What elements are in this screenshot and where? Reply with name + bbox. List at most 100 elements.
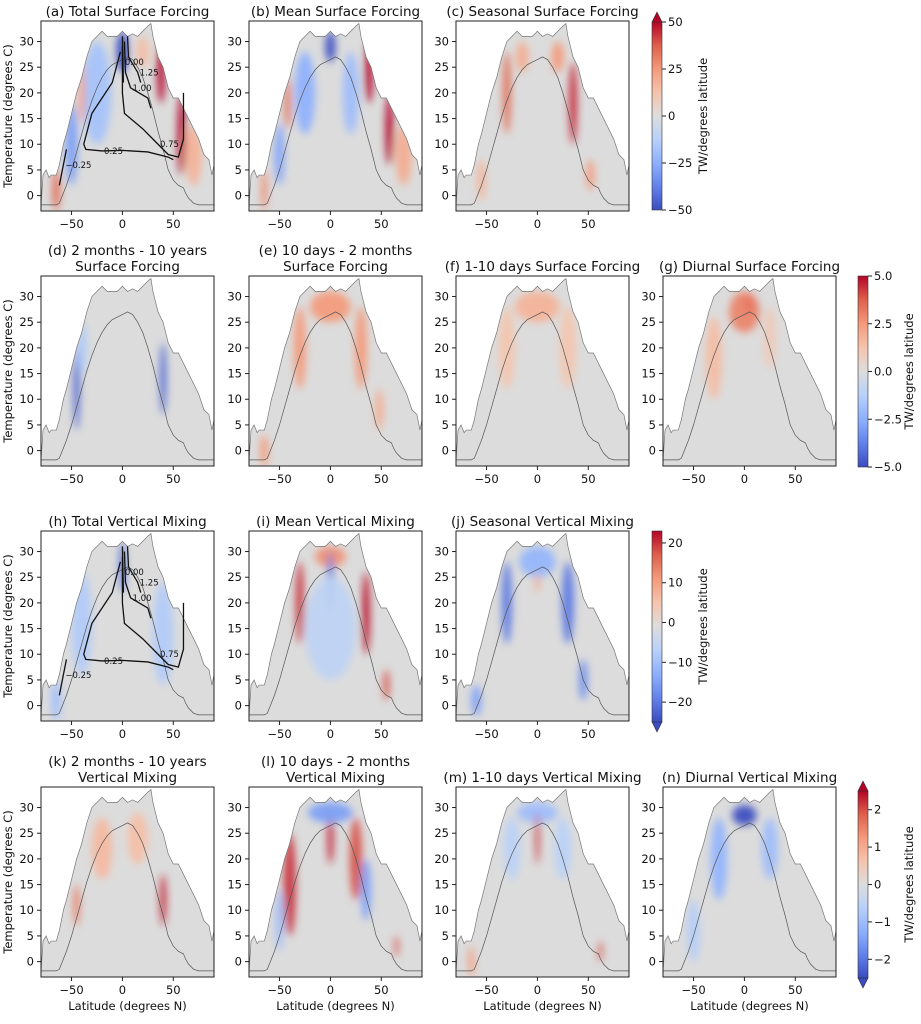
sst-max-line <box>41 566 214 716</box>
axes-frame <box>40 530 215 722</box>
y-tick-label: 20 <box>227 596 242 610</box>
contour-label: 0.25 <box>104 147 123 157</box>
x-tick-label: 0 <box>327 983 334 997</box>
contour-line <box>58 149 68 186</box>
y-tick-label: 10 <box>19 903 34 917</box>
panel-title: (c) Seasonal Surface Forcing <box>446 4 638 20</box>
heatmap-feature <box>261 169 268 211</box>
heatmap-feature <box>535 572 540 593</box>
y-axis-label: Temperature (degrees C) <box>1 44 15 188</box>
contour-label: 0.75 <box>160 140 179 150</box>
y-tick-label: 25 <box>434 60 449 74</box>
contour-line <box>123 41 152 109</box>
y-tick-label: 0 <box>649 955 656 969</box>
y-tick-label: 0 <box>442 955 449 969</box>
colorbar-extend-min <box>857 977 869 989</box>
panel-g: −50 0 50 0 5 10 15 20 25 30 (g) Diurnal Surface Fo… <box>641 259 840 486</box>
y-tick-label: 5 <box>27 163 34 177</box>
contour-label: 1.25 <box>140 578 159 588</box>
heatmap-feature <box>136 36 149 68</box>
y-tick-label: 0 <box>235 699 242 713</box>
heatmap-feature <box>385 92 394 165</box>
heatmap-feature <box>284 77 291 129</box>
heatmap-feature <box>763 306 776 369</box>
y-tick-label: 0 <box>235 444 242 458</box>
y-tick-label: 30 <box>641 801 656 815</box>
heatmap-feature <box>586 159 595 191</box>
sst-max-line <box>663 311 836 461</box>
panels-group: 0.001.251.000.750.25−0.25−50 0 50051015202… <box>1 4 840 1013</box>
heatmap-feature <box>471 685 482 716</box>
y-tick-label: 15 <box>227 112 242 126</box>
y-tick-label: 15 <box>641 367 656 381</box>
panel-title: Vertical Mixing <box>78 770 177 786</box>
x-tick-label: −50 <box>474 727 498 741</box>
y-tick-label: 10 <box>19 392 34 406</box>
sst-max-line <box>249 311 422 461</box>
colorbar-label: TW/degrees latitude <box>902 826 916 943</box>
colorbar-label: TW/degrees latitude <box>696 568 710 685</box>
heatmap-feature <box>501 561 512 644</box>
x-tick-label: 50 <box>581 983 596 997</box>
panel-title: (b) Mean Surface Forcing <box>251 4 420 20</box>
y-tick-label: 30 <box>19 290 34 304</box>
y-tick-label: 15 <box>434 878 449 892</box>
heatmap-feature <box>498 306 516 389</box>
heatmap-feature <box>551 41 564 73</box>
heatmap-feature <box>519 546 556 578</box>
y-axis-label: Temperature (degrees C) <box>1 810 15 954</box>
heatmap-feature <box>73 347 80 431</box>
x-tick-label: 0 <box>534 983 541 997</box>
x-tick-label: 0 <box>119 472 126 486</box>
colorbar-tick-label: 1 <box>874 840 881 854</box>
heatmap-feature <box>729 291 760 333</box>
y-tick-label: 10 <box>434 903 449 917</box>
y-tick-label: 20 <box>19 596 34 610</box>
heatmap-feature <box>477 159 486 201</box>
colorbar-row1: 50 25 0 −25 −50 TW/degrees latitude <box>651 11 710 217</box>
axes-frame <box>455 530 630 722</box>
panel-d: −50 0 50 0 5 10 15 20 25 30 (d) 2 months - 10 year… <box>1 243 215 486</box>
panel-title: (e) 10 days - 2 months <box>259 243 413 259</box>
contour-line <box>126 546 142 593</box>
y-tick-label: 5 <box>649 929 656 943</box>
x-axis-label: Latitude (degrees N) <box>690 999 809 1013</box>
colorbar-tick-label: 0.0 <box>874 365 892 379</box>
heatmap-feature <box>260 435 269 466</box>
envelope-outline <box>40 788 215 972</box>
heatmap-feature <box>274 123 285 186</box>
colorbar-gradient <box>651 21 663 211</box>
heatmap-feature <box>310 291 351 323</box>
panel-title: (k) 2 months - 10 years <box>48 754 206 770</box>
x-tick-label: −50 <box>267 472 291 486</box>
heatmap-feature <box>73 884 80 926</box>
contour-line <box>126 36 142 83</box>
y-tick-label: 25 <box>19 315 34 329</box>
colorbar-extend-max <box>651 11 663 23</box>
envelope-outline <box>248 788 423 972</box>
x-tick-label: −50 <box>474 983 498 997</box>
panel-title: (i) Mean Vertical Mixing <box>256 514 415 530</box>
y-tick-label: 15 <box>641 878 656 892</box>
y-tick-label: 0 <box>649 444 656 458</box>
y-tick-label: 5 <box>649 418 656 432</box>
x-tick-label: −50 <box>59 472 83 486</box>
heatmap-feature <box>554 817 571 880</box>
contour-label: 1.00 <box>133 84 152 94</box>
heatmap-feature <box>559 306 577 389</box>
x-tick-label: 50 <box>788 472 803 486</box>
y-tick-label: 20 <box>434 596 449 610</box>
envelope-outline <box>40 22 215 206</box>
contour-line <box>83 51 174 161</box>
x-tick-label: 0 <box>741 983 748 997</box>
heatmap-feature <box>517 802 558 823</box>
colorbar-row4: 2 1 0 −1 −2 TW/degrees latitude <box>857 780 916 989</box>
heatmap-feature <box>327 812 334 865</box>
x-tick-label: −50 <box>59 217 83 231</box>
y-tick-label: 0 <box>442 444 449 458</box>
axes-frame <box>248 20 423 212</box>
heatmap-feature <box>394 935 399 957</box>
heatmap-feature <box>561 561 575 644</box>
x-tick-label: −50 <box>681 983 705 997</box>
heatmap-feature <box>468 946 475 977</box>
